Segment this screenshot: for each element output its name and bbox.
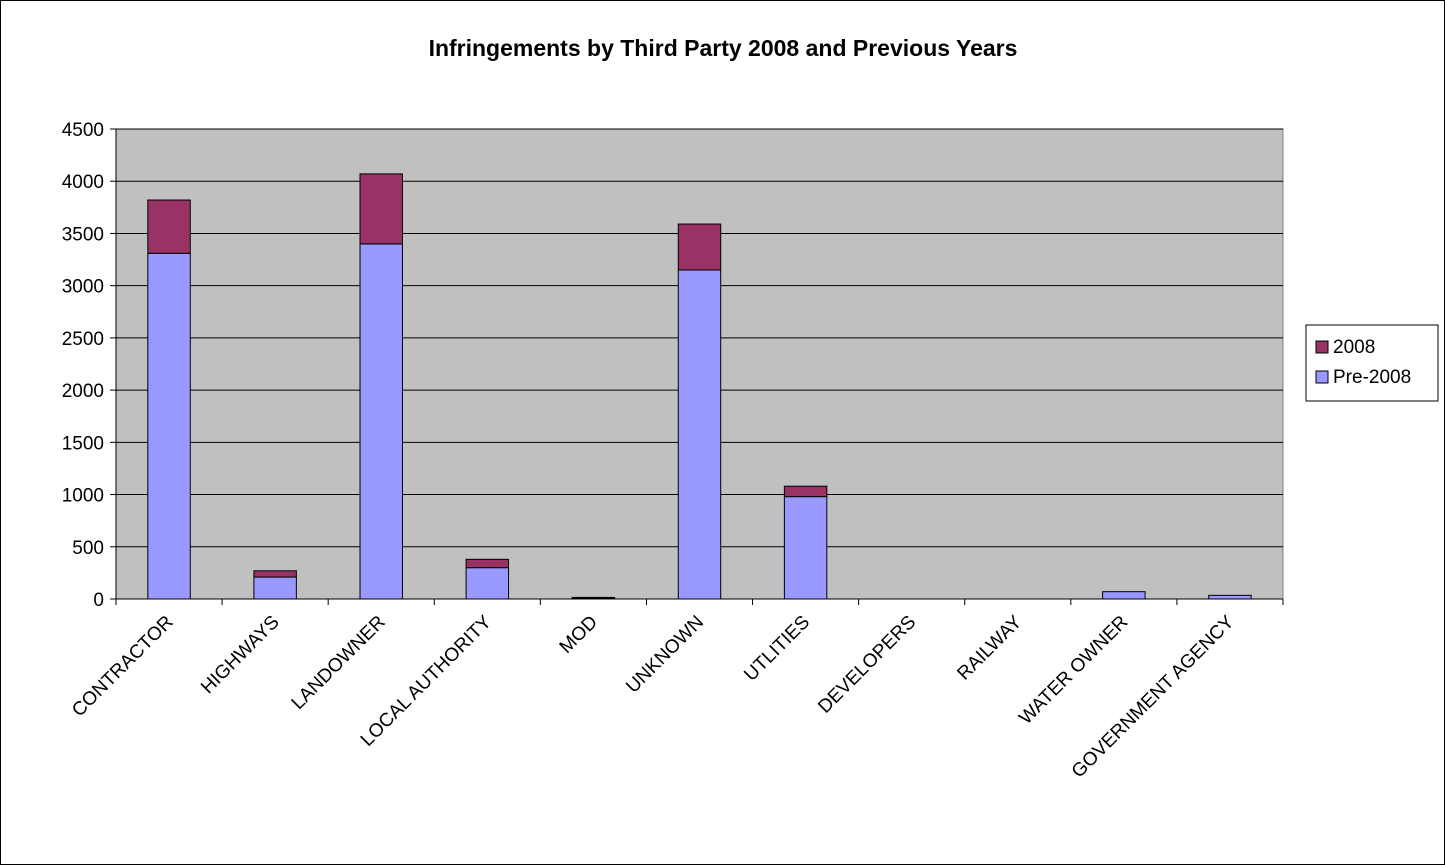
bar-2008 (253, 570, 297, 578)
bar-pre-2008 (359, 243, 403, 600)
bar-2008 (359, 173, 403, 245)
bar-pre-2008 (1102, 591, 1146, 600)
y-tick-label: 3000 (62, 277, 104, 298)
y-tick-label: 4500 (62, 120, 104, 141)
x-category-label: LANDOWNER (288, 612, 390, 714)
bar-pre-2008 (783, 496, 828, 600)
bar-pre-2008 (677, 269, 722, 600)
x-category-label: MOD (556, 612, 602, 658)
x-category-label: UTLITIES (740, 612, 814, 686)
bar-pre-2008 (1208, 594, 1252, 600)
bar-2008 (571, 596, 616, 599)
y-tick-label: 2000 (62, 381, 104, 402)
legend-label: 2008 (1333, 337, 1375, 358)
x-category-label: RAILWAY (953, 611, 1026, 684)
bar-2008 (677, 223, 722, 271)
y-tick-label: 0 (93, 590, 104, 611)
x-category-label: CONTRACTOR (68, 612, 177, 721)
y-tick-label: 4000 (62, 172, 104, 193)
legend-box (1305, 324, 1439, 402)
y-tick-label: 1000 (62, 486, 104, 507)
legend-label: Pre-2008 (1333, 367, 1411, 388)
legend: 2008 Pre-2008 (1305, 324, 1439, 402)
bar-2008 (147, 199, 191, 254)
bar-2008 (465, 558, 510, 569)
bar-pre-2008 (465, 567, 510, 600)
y-tick-label: 3500 (62, 224, 104, 245)
plot-area: 0 500 1000 1500 2000 2500 3000 3500 4000 4500 CONT… (62, 120, 1284, 782)
x-category-label: UNKNOWN (622, 612, 708, 698)
bar-pre-2008 (147, 252, 191, 600)
y-tick-label: 1500 (62, 433, 104, 454)
x-category-label: HIGHWAYS (197, 612, 284, 699)
legend-swatch (1315, 340, 1329, 354)
y-tick-label: 2500 (62, 329, 104, 350)
x-category-label: WATER OWNER (1015, 612, 1132, 729)
bar-pre-2008 (253, 576, 297, 600)
legend-swatch (1315, 370, 1329, 384)
bar-2008 (783, 485, 828, 498)
chart-title: Infringements by Third Party 2008 and Pr… (429, 35, 1018, 61)
x-category-label: DEVELOPERS (814, 612, 920, 718)
y-tick-label: 500 (72, 538, 104, 559)
